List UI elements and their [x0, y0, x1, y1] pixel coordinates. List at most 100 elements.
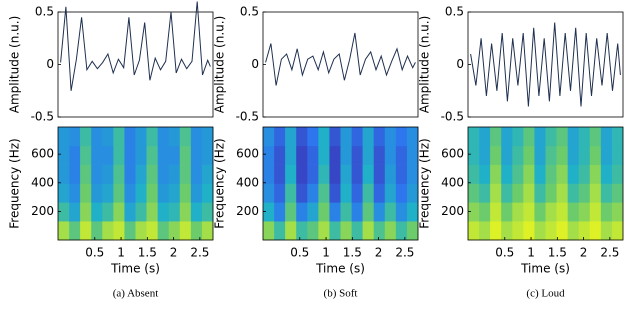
heatmap-cell [102, 127, 114, 147]
heatmap-cell [479, 183, 491, 203]
heatmap-cell [168, 164, 181, 184]
heatmap-cell [523, 202, 535, 222]
plot-frame [262, 126, 419, 241]
heatmap-cell [285, 127, 297, 147]
y-tick-label: 0 [46, 57, 54, 71]
heatmap-cell [406, 221, 419, 241]
heatmap-cell [468, 127, 480, 147]
heatmap-cell [340, 145, 352, 165]
heatmap-cell [384, 221, 397, 241]
heatmap-cell [135, 183, 147, 203]
x-tick-label: 0.5 [495, 246, 514, 260]
caption: (a) Absent [113, 288, 159, 300]
heatmap-cell [468, 221, 480, 241]
y-tick-label: -0.5 [31, 110, 54, 124]
heatmap-cell [80, 145, 92, 165]
heatmap-cell [296, 183, 308, 203]
heatmap-cell [201, 145, 214, 165]
heatmap-cell [351, 164, 363, 184]
heatmap-cell [512, 145, 524, 165]
heatmap-cell [190, 183, 203, 203]
heatmap-cell [373, 183, 386, 203]
heatmap-cell [274, 127, 286, 147]
plot-frame [467, 126, 624, 241]
heatmap-cell [362, 127, 375, 147]
heatmap-cell [190, 127, 203, 147]
heatmap-cell [556, 183, 568, 203]
heatmap-cell [135, 145, 147, 165]
y-tick-label: 0.5 [240, 5, 259, 19]
heatmap-cell [307, 221, 319, 241]
heatmap-cell [179, 127, 192, 147]
heatmap-cell [351, 221, 363, 241]
heatmap-cell [201, 183, 214, 203]
heatmap-cell [340, 202, 352, 222]
heatmap-cell [490, 145, 502, 165]
heatmap-cell [168, 221, 181, 241]
heatmap-cell [102, 164, 114, 184]
heatmap-cell [124, 221, 136, 241]
heatmap-cell [307, 145, 319, 165]
heatmap-cell [58, 164, 70, 184]
heatmap-cell [373, 164, 386, 184]
heatmap-cell [534, 183, 546, 203]
y-axis-label: Frequency (Hz) [213, 138, 227, 229]
x-tick-label: 1 [117, 246, 125, 260]
heatmap-cell [490, 183, 502, 203]
x-tick-label: 1.5 [548, 246, 567, 260]
heatmap-cell [490, 127, 502, 147]
heatmap-cell [545, 164, 557, 184]
heatmap-cell [600, 127, 613, 147]
heatmap-cell [351, 127, 363, 147]
heatmap-cell [545, 221, 557, 241]
heatmap-cell [468, 145, 480, 165]
heatmap-cell [373, 127, 386, 147]
heatmap-cell [395, 183, 408, 203]
heatmap-cell [296, 145, 308, 165]
x-tick-label: 0.5 [85, 246, 104, 260]
heatmap-cell [384, 202, 397, 222]
heatmap-cell [285, 202, 297, 222]
y-axis-label: Amplitude (n.u.) [213, 16, 227, 114]
x-tick-label: 2 [170, 246, 178, 260]
heatmap-cell [274, 221, 286, 241]
heatmap-cell [58, 202, 70, 222]
heatmap-cell [69, 145, 81, 165]
x-axis-label: Time (s) [315, 262, 365, 276]
heatmap-cell [135, 164, 147, 184]
heatmap-cell [611, 164, 624, 184]
heatmap-cell [69, 164, 81, 184]
heatmap-cell [179, 183, 192, 203]
heatmap-cell [523, 145, 535, 165]
heatmap-cell [340, 164, 352, 184]
y-tick-label: 200 [236, 204, 259, 218]
heatmap-cell [69, 202, 81, 222]
heatmap-cell [102, 183, 114, 203]
y-tick-label: 200 [31, 204, 54, 218]
waveform [60, 1, 211, 91]
heatmap-cell [362, 145, 375, 165]
heatmap-cell [479, 164, 491, 184]
heatmap-cell [406, 127, 419, 147]
heatmap-cell [307, 183, 319, 203]
heatmap-cell [285, 221, 297, 241]
heatmap-cell [578, 164, 591, 184]
heatmap-cell [534, 127, 546, 147]
heatmap-cell [479, 145, 491, 165]
heatmap-cell [340, 127, 352, 147]
y-tick-label: 0.5 [35, 5, 54, 19]
heatmap-cell [490, 202, 502, 222]
heatmap-cell [80, 183, 92, 203]
heatmap-cell [285, 183, 297, 203]
plot-frame [262, 11, 419, 118]
heatmap-cell [545, 183, 557, 203]
heatmap-cell [395, 202, 408, 222]
heatmap-cell [274, 183, 286, 203]
heatmap-cell [329, 202, 341, 222]
heatmap-cell [406, 183, 419, 203]
heatmap-cell [556, 127, 568, 147]
heatmap-cell [340, 183, 352, 203]
heatmap-cell [534, 145, 546, 165]
x-tick-label: 2.5 [600, 246, 619, 260]
y-axis-label: Amplitude (n.u.) [418, 16, 432, 114]
